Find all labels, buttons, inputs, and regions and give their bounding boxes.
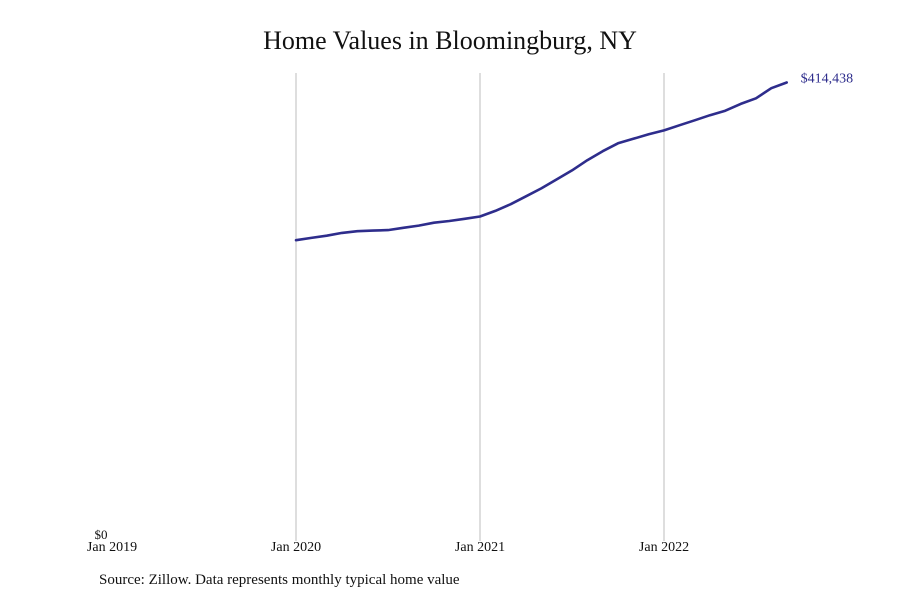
source-note: Source: Zillow. Data represents monthly … bbox=[99, 572, 460, 588]
x-tick-label: Jan 2019 bbox=[87, 540, 137, 555]
series-line bbox=[294, 81, 789, 242]
x-tick-label: Jan 2020 bbox=[271, 540, 321, 555]
axis-ticks: Jan 2019 Jan 2020 Jan 2021 Jan 2022 $0 bbox=[87, 527, 689, 555]
x-tick-label: Jan 2022 bbox=[639, 540, 689, 555]
chart-title: Home Values in Bloomingburg, NY bbox=[263, 26, 637, 55]
gridlines bbox=[295, 73, 665, 541]
x-tick-label: Jan 2021 bbox=[455, 540, 505, 555]
series-layer: $414,438 bbox=[294, 72, 854, 242]
y-tick-label: $0 bbox=[95, 527, 108, 542]
end-value-label: $414,438 bbox=[801, 72, 854, 87]
